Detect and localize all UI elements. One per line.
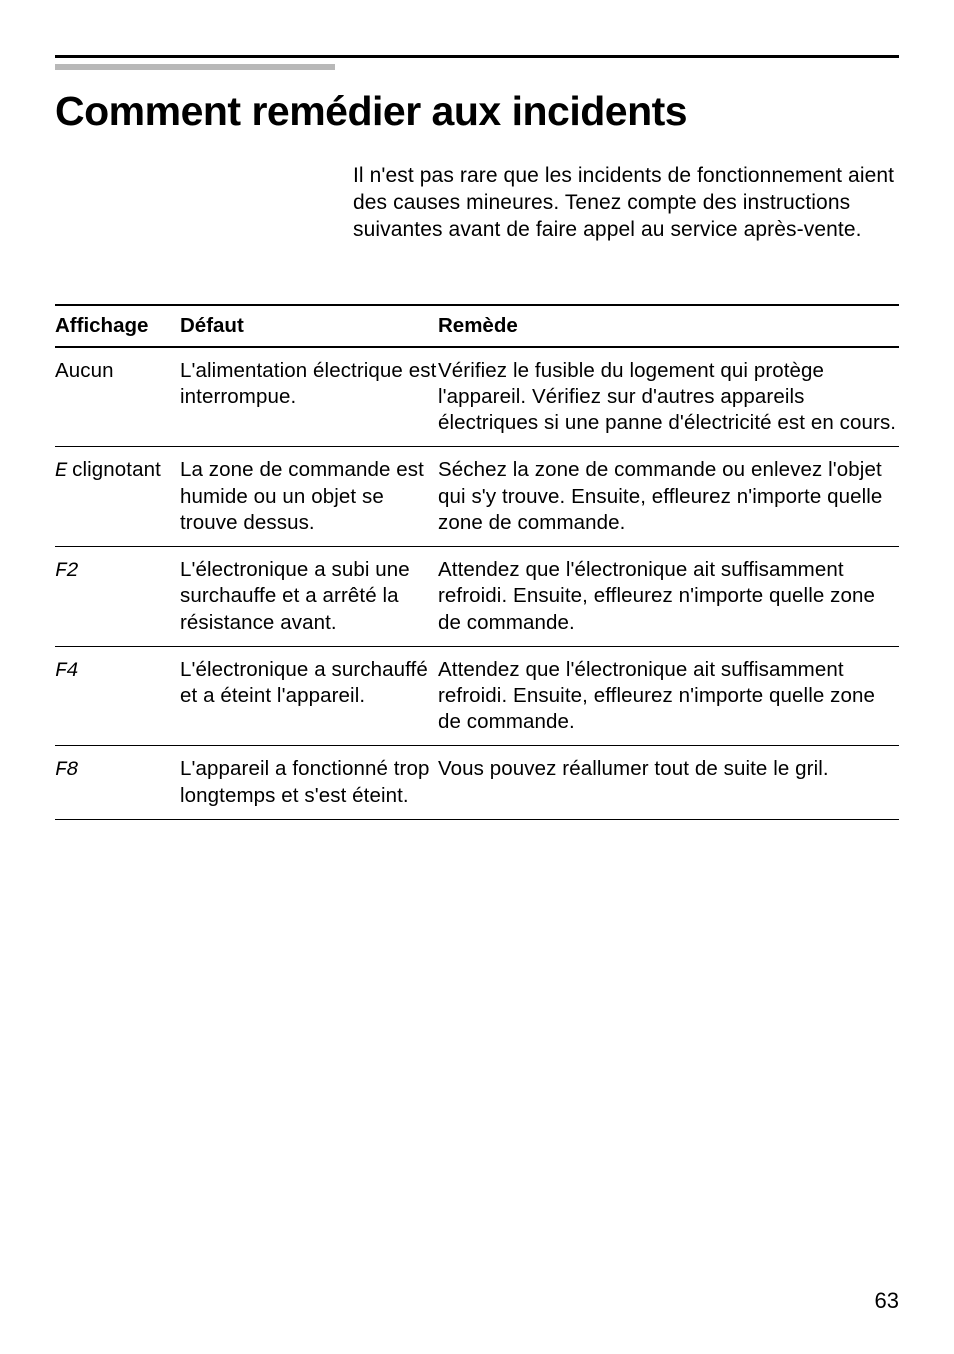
cell-display: Aucun xyxy=(55,347,180,447)
cell-remedy: Attendez que l'électronique ait suffisam… xyxy=(438,547,899,647)
error-code: F2 xyxy=(55,560,78,583)
cell-remedy: Vérifiez le fusible du logement qui prot… xyxy=(438,347,899,447)
cell-fault: L'alimentation électrique est interrompu… xyxy=(180,347,438,447)
top-horizontal-rule xyxy=(55,55,899,58)
cell-fault: L'électronique a surchauffé et a éteint … xyxy=(180,646,438,746)
page-title: Comment remédier aux incidents xyxy=(55,88,899,135)
cell-display: F2 xyxy=(55,547,180,647)
table-row: F4 L'électronique a surchauffé et a étein… xyxy=(55,646,899,746)
error-code: F8 xyxy=(55,759,78,782)
cell-fault: La zone de commande est humide ou un obj… xyxy=(180,447,438,547)
header-remedy: Remède xyxy=(438,305,899,347)
intro-paragraph: Il n'est pas rare que les incidents de f… xyxy=(353,163,899,244)
cell-remedy: Séchez la zone de commande ou enlevez l'… xyxy=(438,447,899,547)
cell-fault: L'appareil a fonctionné trop longtemps e… xyxy=(180,746,438,819)
table-row: AucunL'alimentation électrique est inter… xyxy=(55,347,899,447)
display-suffix: clignotant xyxy=(66,458,161,481)
page-number: 63 xyxy=(875,1288,899,1314)
table-body: AucunL'alimentation électrique est inter… xyxy=(55,347,899,820)
table-row: F2 L'électronique a subi une surchauffe e… xyxy=(55,547,899,647)
header-fault: Défaut xyxy=(180,305,438,347)
error-code: E xyxy=(55,460,66,483)
table-header-row: Affichage Défaut Remède xyxy=(55,305,899,347)
header-display: Affichage xyxy=(55,305,180,347)
cell-display: E clignotant xyxy=(55,447,180,547)
table-row: F8 L'appareil a fonctionné trop longtemps… xyxy=(55,746,899,819)
error-code: F4 xyxy=(55,660,78,683)
cell-fault: L'électronique a subi une surchauffe et … xyxy=(180,547,438,647)
troubleshooting-table: Affichage Défaut Remède AucunL'alimentat… xyxy=(55,304,899,820)
cell-remedy: Vous pouvez réallumer tout de suite le g… xyxy=(438,746,899,819)
gray-section-rule xyxy=(55,64,335,70)
table-row: E clignotantLa zone de commande est humi… xyxy=(55,447,899,547)
cell-display: F4 xyxy=(55,646,180,746)
cell-remedy: Attendez que l'électronique ait suffisam… xyxy=(438,646,899,746)
cell-display: F8 xyxy=(55,746,180,819)
